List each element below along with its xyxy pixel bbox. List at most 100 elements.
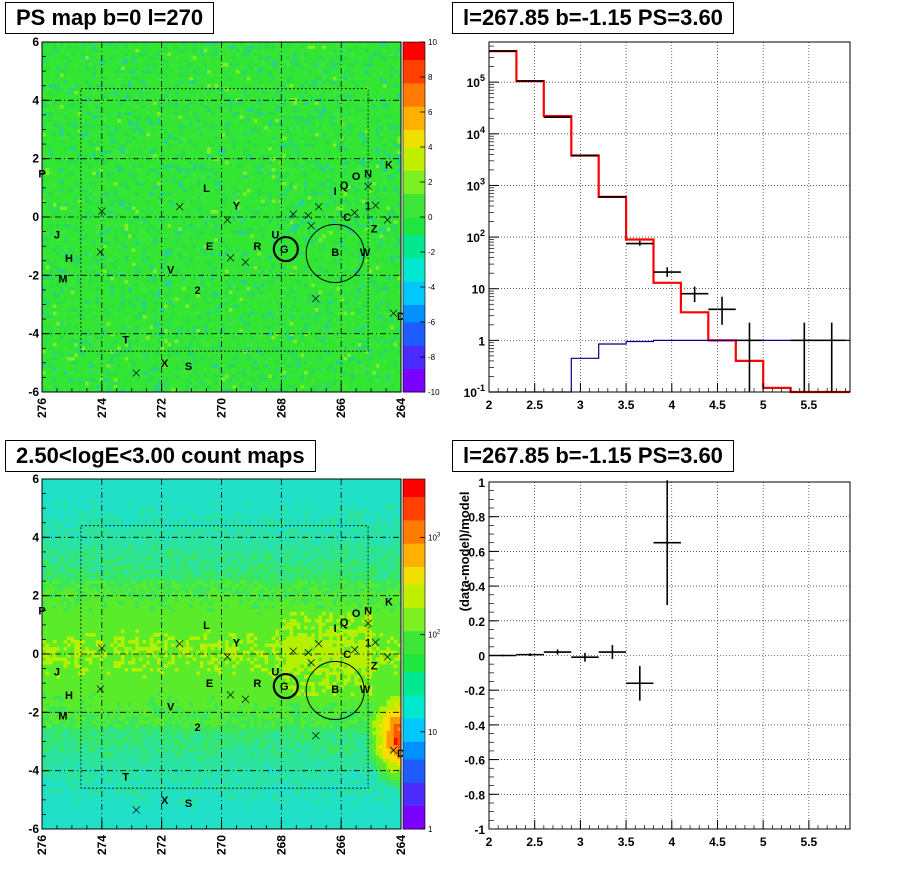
x-tick-label: 2: [486, 835, 493, 849]
colorbar-cell: [403, 357, 425, 364]
colorbar-cell: [403, 764, 425, 772]
colorbar-cell: [403, 729, 425, 737]
colorbar-cell: [403, 182, 425, 189]
colorbar-cell: [403, 805, 425, 812]
colorbar-cell: [403, 665, 425, 672]
cross-marker: [389, 746, 398, 754]
y-tick-label: 0.8: [468, 511, 485, 525]
colorbar-cell: [403, 613, 425, 620]
colorbar-cell: [403, 123, 425, 130]
map-grid: [42, 479, 401, 829]
colorbar-cell: [403, 712, 425, 719]
cross-marker: [98, 207, 106, 215]
colorbar-tick-label: 4: [428, 143, 433, 152]
colorbar-cell: [403, 106, 425, 113]
colorbar-tick-label: 103: [428, 533, 441, 543]
colorbar: [403, 479, 425, 830]
colorbar-cell: [403, 689, 425, 696]
source-label: H: [65, 253, 73, 265]
heatmap-cells: [42, 42, 402, 393]
source-label: Y: [233, 200, 241, 212]
source-label: S: [185, 798, 192, 810]
colorbar-cell: [403, 642, 425, 649]
colorbar-tick-label: -10: [428, 388, 440, 397]
colorbar-cell: [403, 566, 425, 573]
colorbar-cell: [403, 823, 425, 830]
colorbar-cell: [403, 700, 425, 707]
y-tick-label: 104: [467, 125, 485, 142]
x-tick-label: 4.5: [709, 835, 726, 849]
colorbar-cell: [403, 269, 425, 276]
y-tick-label: 2: [32, 589, 39, 603]
x-tick-label: 4.5: [709, 398, 726, 412]
y-tick-label: 102: [467, 228, 485, 245]
colorbar-cell: [403, 322, 425, 329]
cross-marker: [223, 653, 232, 661]
source-label: C: [343, 649, 351, 661]
x-tick-label: 2.5: [526, 835, 543, 849]
data-point: [680, 286, 709, 303]
colorbar-cell: [403, 659, 425, 667]
colorbar-cell: [403, 327, 425, 335]
source-label: T: [122, 335, 129, 347]
y-tick-label: -6: [28, 822, 39, 836]
cross-marker: [241, 695, 250, 703]
cross-marker: [364, 182, 372, 191]
cross-marker: [383, 216, 392, 224]
residual-point: [571, 652, 599, 662]
colorbar-cell: [403, 141, 425, 148]
y-tick-label: 0: [32, 210, 39, 224]
colorbar-cell: [403, 514, 425, 521]
x-tick-label: 264: [394, 835, 408, 855]
x-tick-label: 3.5: [618, 835, 635, 849]
colorbar-cell: [403, 281, 425, 288]
colorbar-cell: [403, 496, 425, 503]
cross-marker: [389, 309, 398, 317]
source-label: V: [167, 702, 175, 714]
colorbar-tick-label: -4: [428, 283, 436, 292]
colorbar-cell: [403, 217, 425, 224]
source-circle-B: [305, 223, 365, 283]
colorbar-cell: [403, 519, 425, 527]
source-label: 1: [365, 637, 371, 649]
model-step-line: [489, 50, 850, 394]
colorbar-tick-label: 0: [428, 213, 433, 222]
colorbar-cell: [403, 263, 425, 270]
cross-marker: [311, 294, 320, 303]
colorbar-cell: [403, 601, 425, 608]
colorbar-cell: [403, 287, 425, 294]
source-label: U: [271, 667, 279, 679]
colorbar-tick-label: 102: [428, 630, 441, 640]
x-tick-label: 3: [577, 398, 584, 412]
colorbar-cell: [403, 304, 425, 311]
cross-marker: [371, 638, 380, 647]
source-circle-G: [272, 672, 299, 700]
source-label: L: [203, 183, 210, 195]
y-tick-label: 0.4: [468, 580, 485, 594]
colorbar-cell: [403, 677, 425, 684]
colorbar-cell: [403, 42, 425, 49]
colorbar-cell: [403, 298, 425, 305]
colorbar-cell: [403, 257, 425, 265]
y-axis-label: (data-model)/model: [457, 491, 472, 611]
colorbar-cell: [403, 578, 425, 585]
colorbar-cell: [403, 187, 425, 195]
colorbar-cell: [403, 624, 425, 632]
source-label: 2: [195, 722, 201, 734]
colorbar: [403, 42, 425, 393]
colorbar-cell: [403, 362, 425, 370]
source-label: H: [65, 690, 73, 702]
source-label: M: [58, 710, 67, 722]
x-tick-label: 272: [155, 398, 169, 418]
colorbar-cell: [403, 817, 425, 824]
x-tick-label: 274: [95, 398, 109, 418]
y-tick-label: -2: [28, 268, 39, 282]
source-label: R: [253, 241, 261, 253]
x-tick-label: 266: [334, 398, 348, 418]
colorbar-cell: [403, 636, 425, 643]
source-label: T: [122, 772, 129, 784]
colorbar-cell: [403, 77, 425, 84]
y-tick-label: 10-1: [464, 383, 485, 400]
cross-marker: [289, 647, 298, 655]
colorbar-cell: [403, 654, 425, 661]
